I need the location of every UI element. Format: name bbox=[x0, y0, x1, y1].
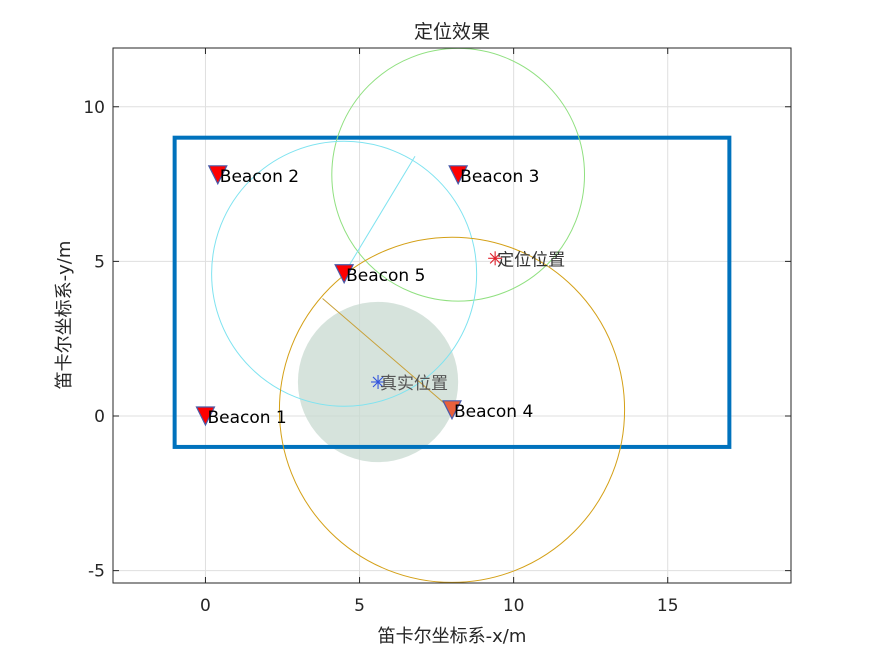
true-position-label: 真实位置 bbox=[380, 374, 448, 394]
y-tick-label: -5 bbox=[88, 562, 105, 582]
y-axis-label: 笛卡尔坐标系-y/m bbox=[54, 241, 75, 390]
range-circle bbox=[278, 236, 626, 583]
beacon-marker bbox=[334, 264, 355, 285]
axes-box bbox=[112, 47, 792, 584]
radius-line bbox=[343, 155, 416, 275]
x-axis-label: 笛卡尔坐标系-x/m bbox=[378, 626, 527, 647]
beacon-label: Beacon 5 bbox=[346, 266, 425, 286]
plot-area bbox=[113, 48, 791, 583]
true-position-marker bbox=[371, 374, 386, 389]
chart-title: 定位效果 bbox=[414, 21, 490, 43]
estimated-position-marker-stroke bbox=[489, 252, 501, 264]
beacon-label: Beacon 1 bbox=[207, 408, 286, 428]
range-circle bbox=[211, 140, 478, 407]
room-boundary bbox=[172, 135, 732, 449]
y-tick-label: 5 bbox=[94, 252, 105, 272]
beacon-label: Beacon 4 bbox=[454, 402, 533, 422]
beacon-marker bbox=[207, 165, 228, 186]
true-position-marker-stroke bbox=[372, 376, 384, 388]
x-tick-label: 5 bbox=[354, 596, 365, 616]
beacon-marker bbox=[448, 165, 469, 186]
room-boundary-layer bbox=[172, 135, 732, 449]
beacon-marker bbox=[442, 400, 462, 421]
x-tick-label: 15 bbox=[657, 596, 679, 616]
beacon-label: Beacon 2 bbox=[220, 167, 299, 187]
estimated-position-marker bbox=[488, 251, 503, 266]
radius-line bbox=[322, 298, 453, 411]
tick-layer: 0 5 10 15 -5 0 5 10 bbox=[83, 48, 791, 616]
y-tick-label: 10 bbox=[83, 98, 105, 118]
estimated-position-label: 定位位置 bbox=[497, 250, 565, 270]
beacon-marker bbox=[195, 406, 216, 427]
x-tick-label: 0 bbox=[200, 596, 211, 616]
y-tick-label: 0 bbox=[94, 407, 105, 427]
beacon-layer: Beacon 1 Beacon 2 Beacon 3 Beacon 4 Beacon 5 bbox=[195, 165, 539, 428]
x-tick-label: 10 bbox=[503, 596, 525, 616]
radius-line-layer bbox=[322, 155, 453, 411]
beacon-label: Beacon 3 bbox=[460, 167, 539, 187]
